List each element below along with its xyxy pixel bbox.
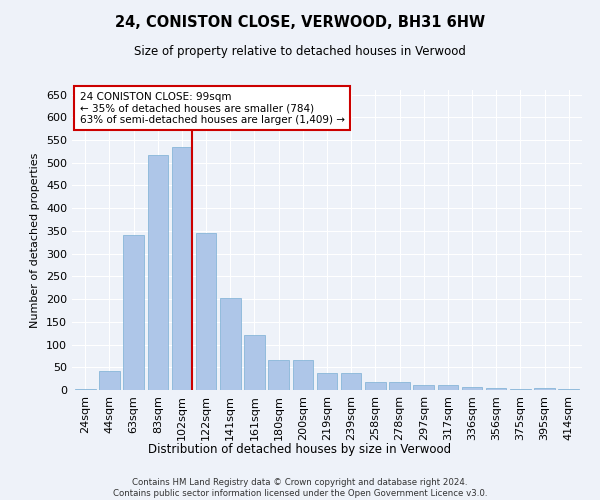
Bar (341, 372, 361, 390)
Bar (244, 336, 265, 390)
Bar (75, 388, 95, 390)
Bar (148, 154, 168, 390)
Bar (268, 360, 289, 390)
Text: Distribution of detached houses by size in Verwood: Distribution of detached houses by size … (148, 442, 452, 456)
Text: Size of property relative to detached houses in Verwood: Size of property relative to detached ho… (134, 45, 466, 58)
Bar (462, 388, 482, 390)
Text: Contains HM Land Registry data © Crown copyright and database right 2024.
Contai: Contains HM Land Registry data © Crown c… (113, 478, 487, 498)
Bar (293, 360, 313, 390)
Bar (510, 389, 530, 390)
Bar (559, 388, 579, 390)
Bar (486, 388, 506, 390)
Bar (196, 233, 217, 390)
Bar (124, 236, 144, 390)
Bar (413, 384, 434, 390)
Bar (99, 371, 120, 390)
Bar (220, 298, 241, 390)
Bar (365, 382, 386, 390)
Bar (437, 386, 458, 390)
Text: 24 CONISTON CLOSE: 99sqm
← 35% of detached houses are smaller (784)
63% of semi-: 24 CONISTON CLOSE: 99sqm ← 35% of detach… (80, 92, 344, 124)
Text: 24, CONISTON CLOSE, VERWOOD, BH31 6HW: 24, CONISTON CLOSE, VERWOOD, BH31 6HW (115, 15, 485, 30)
Bar (172, 147, 192, 390)
Bar (389, 382, 410, 390)
Bar (317, 372, 337, 390)
Bar (534, 388, 555, 390)
Y-axis label: Number of detached properties: Number of detached properties (31, 152, 40, 328)
